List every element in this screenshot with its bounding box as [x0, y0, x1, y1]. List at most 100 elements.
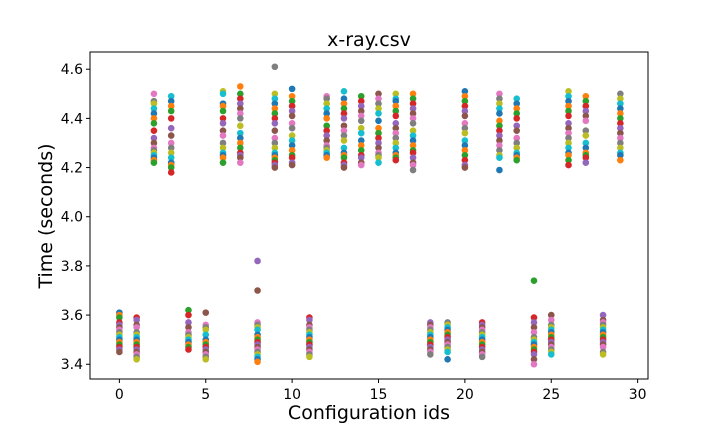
data-point	[150, 127, 158, 134]
data-point	[288, 132, 296, 139]
data-point	[271, 100, 279, 107]
data-point	[288, 142, 296, 149]
data-point	[237, 105, 244, 112]
data-point	[375, 159, 382, 166]
data-point	[323, 105, 330, 112]
data-point	[582, 117, 590, 125]
data-point	[340, 132, 348, 139]
data-point	[409, 137, 417, 144]
y-tick-label: 4.2	[61, 161, 83, 177]
data-point	[565, 102, 572, 110]
data-point	[288, 92, 296, 100]
data-point	[323, 137, 330, 144]
data-point	[427, 351, 434, 358]
data-point	[133, 356, 140, 363]
data-point	[340, 122, 348, 130]
data-point	[357, 137, 365, 144]
data-point	[461, 88, 469, 95]
data-point	[357, 142, 365, 149]
data-point	[513, 134, 521, 142]
data-point	[306, 353, 313, 361]
data-point	[340, 95, 348, 103]
data-point	[409, 100, 417, 107]
x-tick-label: 20	[456, 387, 474, 403]
data-point	[202, 356, 210, 363]
data-point	[392, 144, 400, 152]
data-point	[409, 127, 417, 134]
data-point	[530, 328, 538, 336]
data-point	[409, 105, 417, 112]
data-point	[565, 134, 572, 142]
data-point	[116, 348, 123, 356]
data-point	[617, 90, 624, 98]
data-point	[565, 112, 572, 120]
data-point	[617, 100, 624, 107]
data-point	[271, 164, 279, 171]
data-point	[271, 90, 279, 98]
data-point	[461, 97, 469, 105]
data-point	[150, 159, 158, 166]
data-point	[375, 90, 382, 98]
data-point	[547, 316, 555, 324]
data-point	[237, 83, 244, 90]
data-point	[167, 124, 175, 132]
data-point	[547, 351, 555, 358]
data-point	[461, 142, 469, 149]
data-point	[461, 129, 469, 137]
data-point	[340, 127, 348, 134]
data-point	[392, 107, 400, 115]
data-point	[565, 97, 572, 105]
data-point	[617, 139, 624, 147]
data-point	[530, 314, 538, 321]
y-tick-label: 4.0	[61, 210, 83, 226]
data-point	[444, 348, 451, 356]
data-point	[271, 115, 279, 122]
data-point	[185, 319, 192, 326]
data-point	[461, 137, 469, 144]
data-point	[392, 139, 400, 147]
data-point	[392, 97, 400, 105]
data-point	[617, 129, 624, 137]
data-point	[375, 100, 382, 107]
data-point	[409, 161, 417, 169]
data-point	[617, 105, 624, 112]
data-point	[392, 124, 400, 132]
data-point	[219, 132, 227, 139]
data-point	[461, 92, 469, 100]
data-point	[375, 134, 382, 142]
data-point	[288, 97, 296, 105]
data-point	[565, 144, 572, 152]
data-point	[167, 107, 175, 115]
data-point	[617, 95, 624, 103]
data-point	[392, 112, 400, 120]
data-point	[323, 154, 330, 162]
data-point	[496, 110, 503, 117]
data-point	[496, 117, 503, 125]
data-point	[340, 154, 348, 162]
data-point	[392, 134, 400, 142]
data-point	[582, 97, 590, 105]
data-point	[582, 139, 590, 147]
data-point	[288, 147, 296, 154]
data-point	[496, 122, 503, 130]
data-point	[409, 95, 417, 103]
data-point	[444, 356, 451, 363]
data-point	[271, 120, 279, 127]
data-point	[237, 95, 244, 103]
data-point	[357, 107, 365, 115]
data-point	[513, 105, 521, 112]
data-point	[565, 120, 572, 127]
data-points	[116, 63, 624, 368]
data-point	[461, 102, 469, 110]
data-point	[409, 149, 417, 157]
data-point	[357, 124, 365, 132]
data-point	[340, 144, 348, 152]
data-point	[237, 154, 244, 162]
data-point	[150, 120, 158, 127]
data-point	[150, 90, 158, 98]
data-point	[357, 147, 365, 154]
data-point	[167, 154, 175, 162]
data-point	[340, 110, 348, 117]
